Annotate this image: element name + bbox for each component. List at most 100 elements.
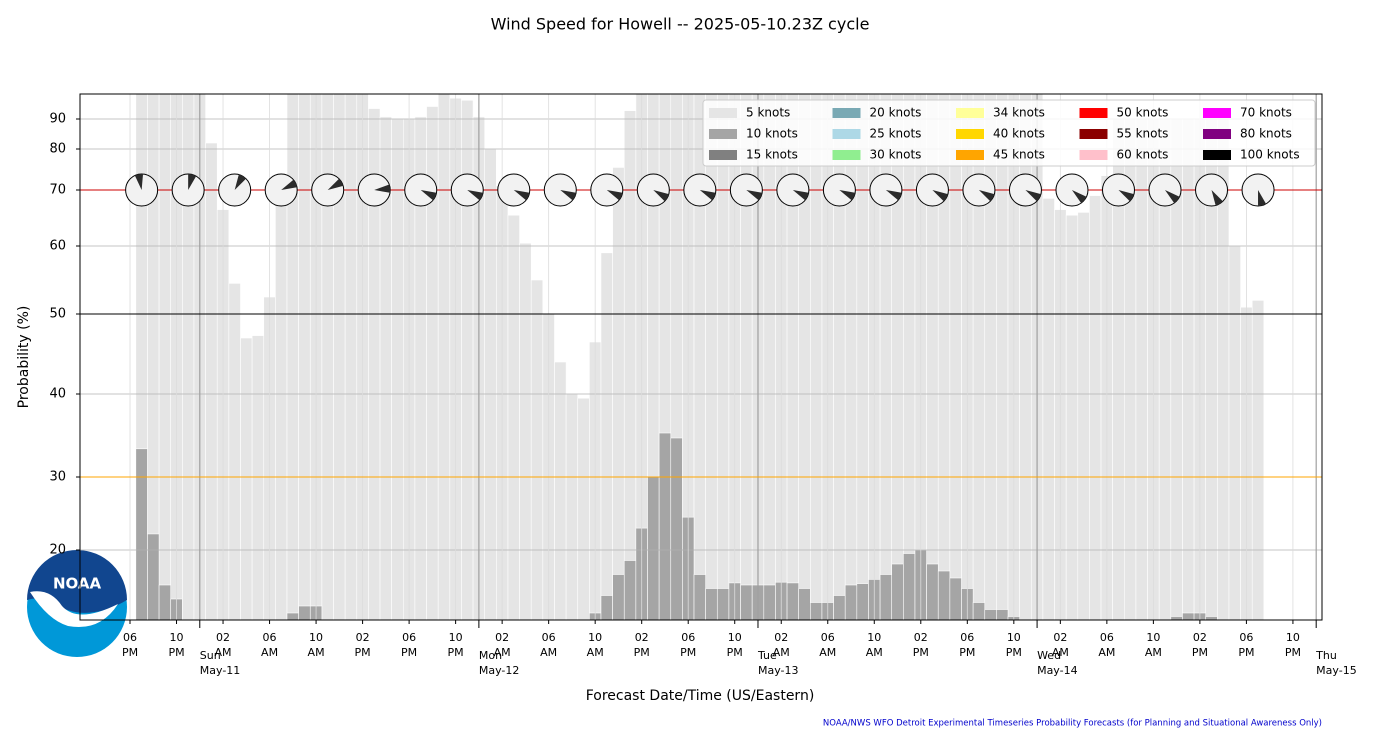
bar — [891, 563, 904, 620]
y-tick-label: 60 — [49, 239, 66, 254]
wind-wedge — [1071, 190, 1087, 204]
bar — [879, 574, 893, 620]
legend-swatch — [956, 129, 984, 139]
chart-title: Wind Speed for Howell -- 2025-05-10.23Z … — [491, 15, 870, 34]
bar — [984, 609, 997, 620]
bar — [1228, 245, 1241, 620]
x-tick-label: 02 AM — [214, 631, 232, 659]
bar — [391, 118, 404, 620]
bar — [926, 563, 939, 620]
bar — [251, 335, 265, 620]
legend-label: 34 knots — [993, 106, 1045, 120]
wind-wedge — [1118, 190, 1134, 202]
bar — [135, 448, 148, 620]
bar — [158, 584, 172, 620]
x-tick-label: 10 PM — [447, 631, 464, 659]
bar — [333, 94, 346, 620]
day-label: Thu May-15 — [1316, 649, 1357, 677]
bar — [286, 612, 299, 620]
bar — [321, 94, 334, 620]
noaa-logo: NOAA — [27, 550, 127, 657]
bar — [298, 605, 311, 620]
bar — [484, 148, 497, 620]
bar — [344, 94, 358, 620]
legend-label: 20 knots — [870, 106, 922, 120]
x-tick-label: 06 PM — [1238, 631, 1255, 659]
bar — [182, 94, 195, 620]
x-tick-label: 06 AM — [819, 631, 837, 659]
bar — [705, 588, 718, 620]
legend-label: 55 knots — [1117, 127, 1169, 141]
y-tick-label: 50 — [49, 307, 66, 322]
bar — [519, 242, 532, 620]
bar — [623, 560, 637, 620]
wind-wedge — [746, 190, 763, 201]
bar — [286, 94, 299, 620]
legend-swatch — [709, 129, 737, 139]
wind-wedge — [978, 190, 995, 202]
legend-label: 10 knots — [746, 127, 798, 141]
logo-wave — [30, 591, 118, 628]
wind-wedge — [885, 190, 902, 201]
bar — [972, 602, 986, 620]
bar — [1182, 612, 1195, 620]
x-tick-label: 06 AM — [1098, 631, 1116, 659]
wind-wedge — [234, 174, 246, 190]
overlay: 20 30 40 50 60 70 80 90 5 knots 10 knots 15 knots 2… — [49, 93, 1323, 628]
bar — [1251, 300, 1265, 620]
wind-wedge — [513, 190, 530, 201]
legend-label: 45 knots — [993, 148, 1045, 162]
bar — [647, 476, 660, 620]
y-tick-label: 30 — [49, 470, 66, 485]
x-tick-label: 02 PM — [633, 631, 650, 659]
bar — [600, 252, 613, 620]
wind-wedge — [1025, 190, 1041, 202]
bar — [147, 533, 160, 620]
bar — [205, 142, 218, 620]
bar — [577, 397, 590, 620]
legend-label: 60 knots — [1117, 148, 1169, 162]
x-tick-label: 02 PM — [1191, 631, 1208, 659]
wind-wedge — [420, 190, 437, 201]
wind-wedge — [1211, 190, 1223, 206]
bar — [554, 361, 567, 620]
legend-swatch — [832, 129, 861, 139]
plot-area — [80, 94, 1322, 620]
bar — [670, 437, 683, 620]
x-axis-label: Forecast Date/Time (US/Eastern) — [586, 688, 815, 704]
wind-wedge — [792, 190, 809, 201]
legend-swatch — [1079, 150, 1108, 160]
wind-wedge — [374, 184, 391, 193]
bar — [740, 584, 753, 620]
legend-swatch — [832, 108, 861, 118]
axes-frame — [79, 93, 1323, 621]
legend-swatch — [1203, 108, 1231, 118]
bar — [1135, 118, 1148, 620]
bar — [1089, 195, 1102, 620]
wind-wedge — [188, 174, 197, 190]
y-tick-label: 70 — [49, 183, 66, 198]
bar — [275, 181, 288, 620]
bar — [903, 553, 916, 620]
legend-swatch — [1203, 150, 1231, 160]
x-tick-label: 10 AM — [307, 631, 325, 659]
day-label: Mon May-12 — [478, 649, 520, 677]
x-tick-label: 02 AM — [1051, 631, 1069, 659]
bar — [565, 393, 579, 620]
legend-label: 25 knots — [870, 127, 922, 141]
x-tick-label: 06 PM — [121, 631, 139, 659]
bar — [507, 214, 520, 620]
legend-swatch — [709, 150, 737, 160]
x-tick-label: 10 PM — [168, 631, 185, 659]
wind-wedge — [699, 190, 716, 201]
bar — [1077, 212, 1090, 620]
legend-label: 50 knots — [1117, 106, 1169, 120]
wind-wedge — [653, 190, 669, 202]
x-tick-label: 02 PM — [912, 631, 929, 659]
wind-wedge — [839, 190, 856, 201]
x-tick-label: 10 PM — [726, 631, 743, 659]
legend-label: 30 knots — [870, 148, 922, 162]
y-tick-label: 40 — [49, 387, 66, 402]
